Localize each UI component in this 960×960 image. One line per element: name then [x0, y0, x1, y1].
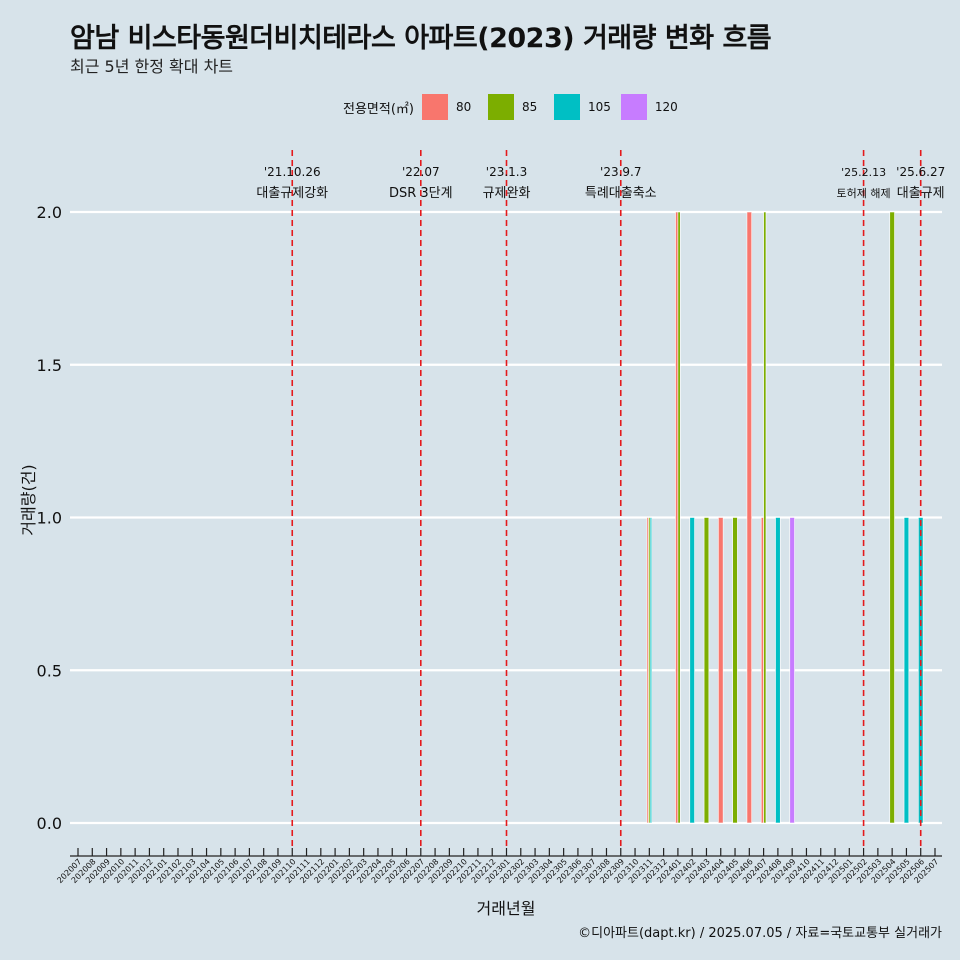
bar-80-202404	[718, 517, 724, 824]
event-label: 규제완화	[483, 186, 531, 201]
source-caption: ©디아파트(dapt.kr) / 2025.07.05 / 자료=국토교통부 실…	[578, 926, 942, 941]
event-label: 토허제 해제	[837, 186, 891, 200]
legend-item-85: 85	[487, 94, 544, 120]
legend-item-105: 105	[553, 94, 611, 120]
event-date-label: '25.2.13	[841, 166, 886, 179]
y-tick-label: 1.0	[37, 509, 62, 528]
x-axis-title: 거래년월	[477, 899, 536, 918]
event-label: DSR 3단계	[389, 186, 453, 201]
bar-120-202409	[789, 517, 795, 824]
event-date-label: '23.9.7	[600, 165, 641, 179]
y-tick-label: 2.0	[37, 203, 62, 222]
y-tick-label: 0.5	[37, 661, 62, 680]
legend-title: 전용면적(㎡)	[343, 101, 414, 117]
chart-title: 암남 비스타동원더비치테라스 아파트(2023) 거래량 변화 흐름	[70, 23, 772, 54]
chart-subtitle: 최근 5년 한정 확대 차트	[70, 57, 234, 76]
y-axis-title: 거래량(건)	[19, 464, 38, 535]
bar-105-202505	[903, 517, 910, 824]
event-date-label: '21.10.26	[264, 165, 321, 179]
legend-item-80: 80	[421, 94, 478, 120]
event-label: 특례대출축소	[585, 186, 657, 201]
bar-85-202504	[889, 211, 895, 824]
event-date-label: '22.07	[402, 165, 440, 179]
event-label: 대출규제	[897, 186, 945, 201]
event-date-label: '25.6.27	[896, 165, 945, 179]
bar-105-202408	[775, 517, 781, 824]
legend-swatch-80	[421, 94, 448, 120]
legend-swatch-85	[487, 94, 514, 120]
y-tick-label: 0.0	[37, 814, 62, 833]
legend-item-120: 120	[620, 94, 678, 120]
bar-105-202311	[649, 517, 653, 824]
bar-85-202405	[732, 517, 738, 824]
y-tick-label: 1.5	[37, 356, 62, 375]
legend-swatch-105	[553, 94, 580, 120]
bar-80-202401	[675, 211, 679, 824]
legend-label-120: 120	[654, 100, 678, 114]
bar-105-202402	[689, 517, 695, 824]
legend: 전용면적(㎡) 80 85 105 120	[343, 92, 688, 122]
bar-85-202403	[703, 517, 710, 824]
event-date-label: '23.1.3	[486, 165, 527, 179]
bar-85-202407	[763, 211, 767, 824]
legend-label-80: 80	[455, 100, 472, 114]
legend-label-85: 85	[521, 100, 538, 114]
bar-80-202406	[746, 211, 752, 824]
legend-label-105: 105	[587, 100, 611, 114]
bar-85-202401	[677, 211, 681, 824]
bar-80-202407	[760, 517, 764, 824]
legend-swatch-120	[620, 94, 647, 120]
event-label: 대출규제강화	[256, 186, 328, 201]
